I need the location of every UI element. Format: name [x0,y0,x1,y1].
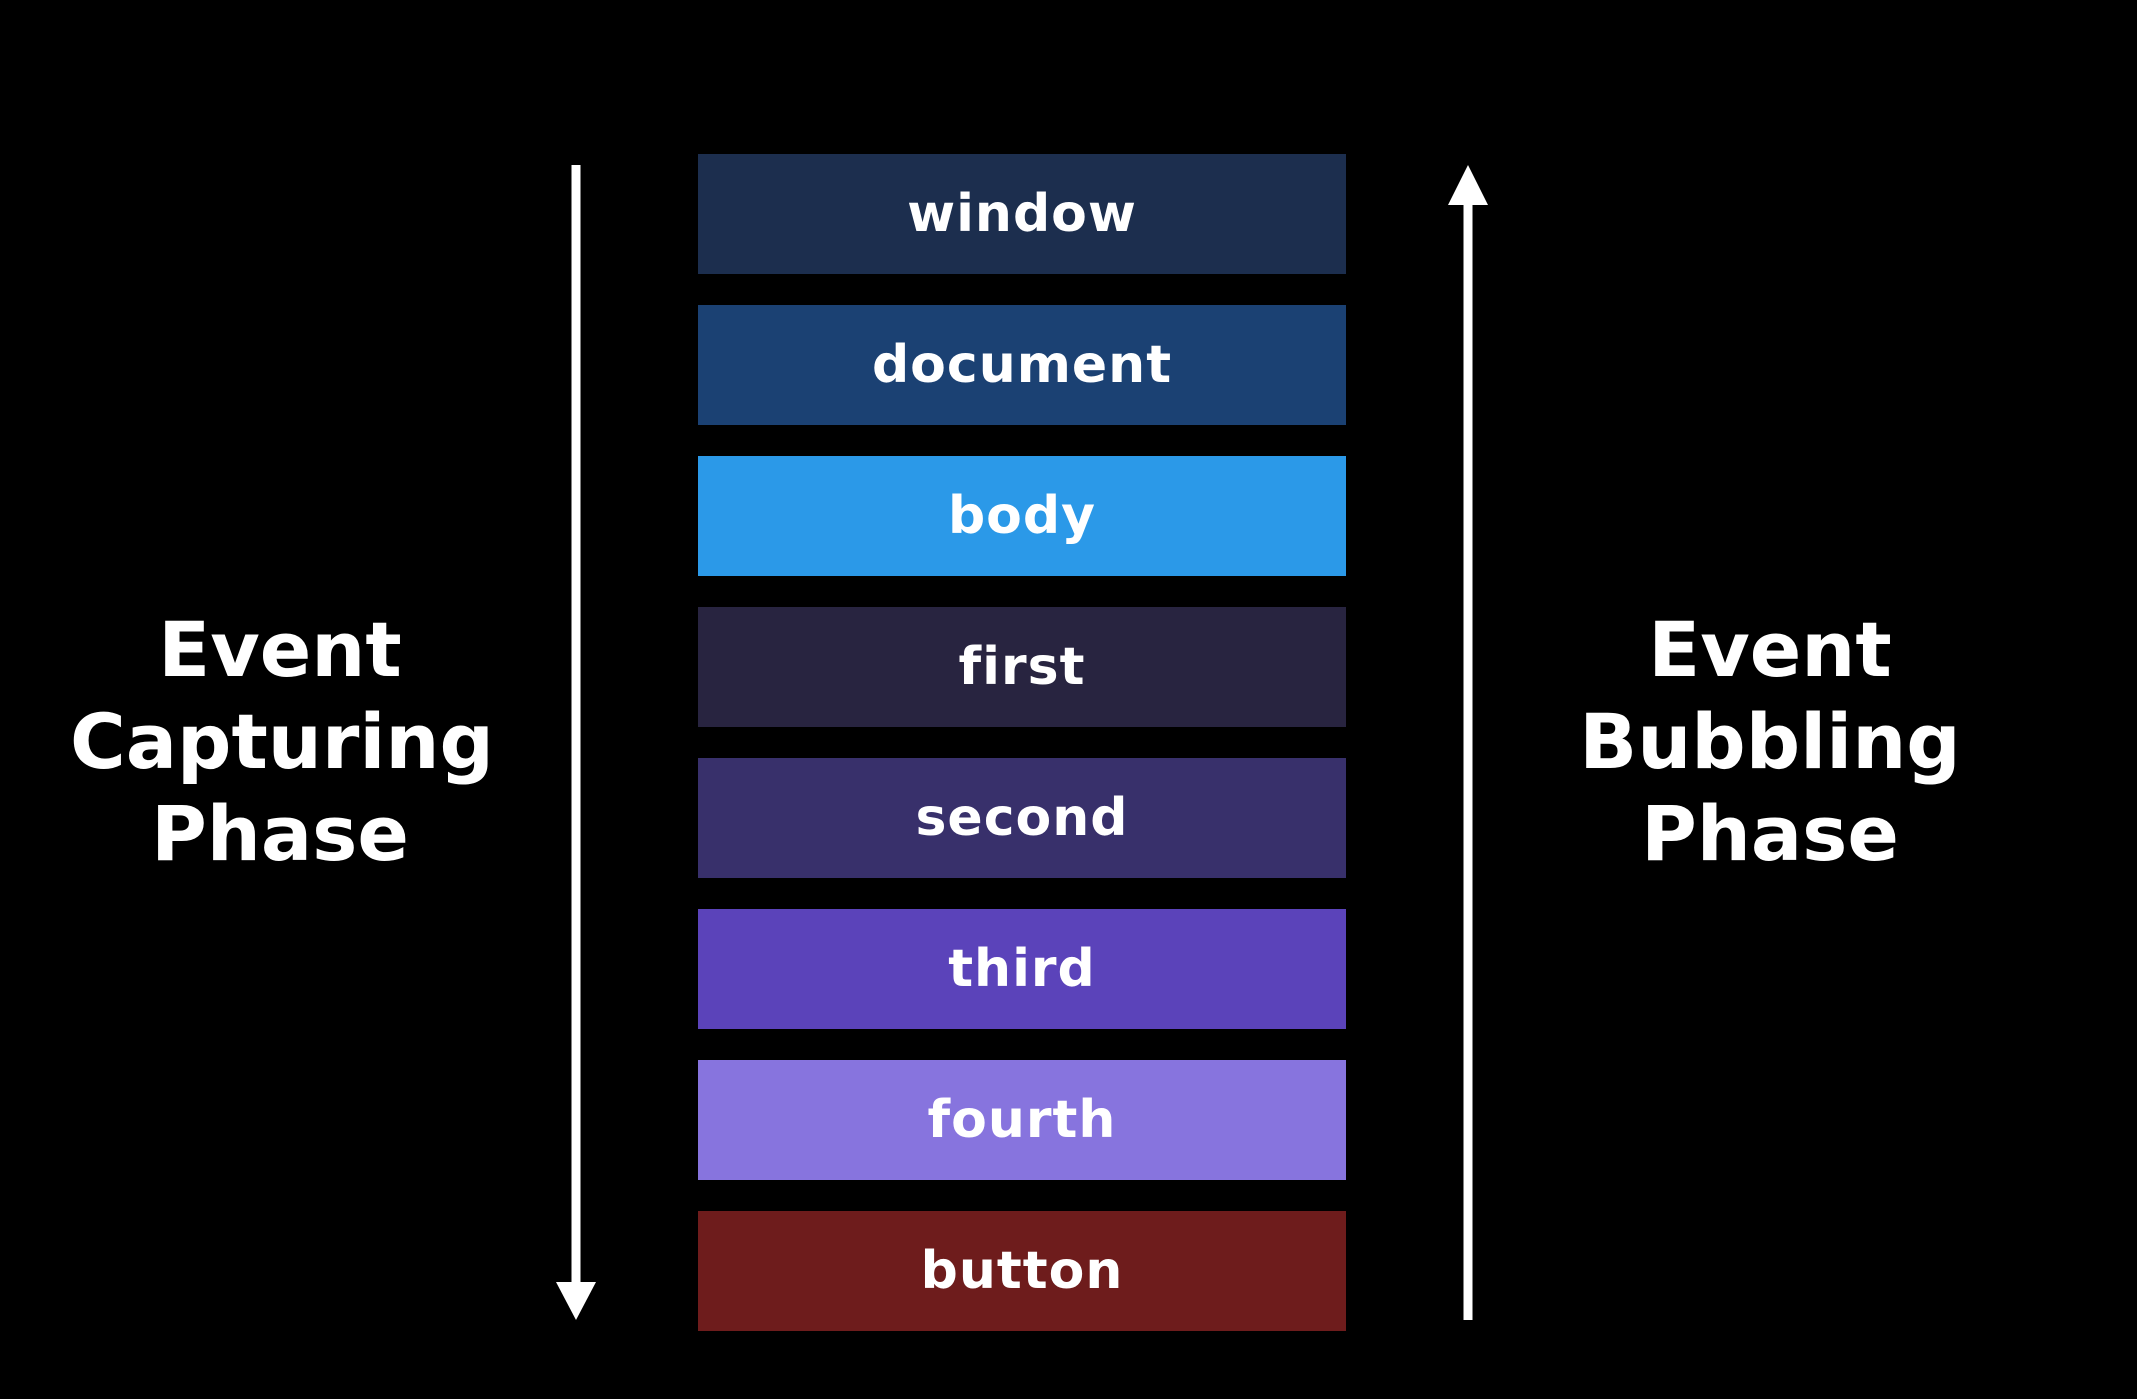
bubbling-arrow-up-icon [1448,165,1488,1320]
layer-first-label: first [958,637,1086,697]
layer-document: document [698,305,1346,425]
capturing-label-line-1: Event [158,605,402,694]
layer-second-label: second [915,788,1129,848]
dom-layer-stack: window document body first second third … [698,154,1346,1362]
bubbling-phase-label: Event Bubbling Phase [1560,604,1980,880]
layer-document-label: document [871,335,1173,395]
layer-button: button [698,1211,1346,1331]
layer-fourth-label: fourth [927,1090,1117,1150]
layer-window: window [698,154,1346,274]
layer-second: second [698,758,1346,878]
bubbling-label-line-2: Bubbling [1579,697,1961,786]
bubbling-label-line-3: Phase [1641,789,1899,878]
layer-fourth: fourth [698,1060,1346,1180]
layer-body-label: body [947,486,1097,546]
layer-first: first [698,607,1346,727]
layer-third-label: third [948,939,1096,999]
bubbling-label-line-1: Event [1648,605,1892,694]
layer-button-label: button [920,1241,1124,1301]
layer-third: third [698,909,1346,1029]
capturing-label-line-3: Phase [151,789,409,878]
capturing-phase-label: Event Capturing Phase [70,604,494,880]
capturing-arrow-down-icon [556,165,596,1320]
capturing-label-line-2: Capturing [70,697,494,786]
layer-window-label: window [907,184,1137,244]
layer-body: body [698,456,1346,576]
